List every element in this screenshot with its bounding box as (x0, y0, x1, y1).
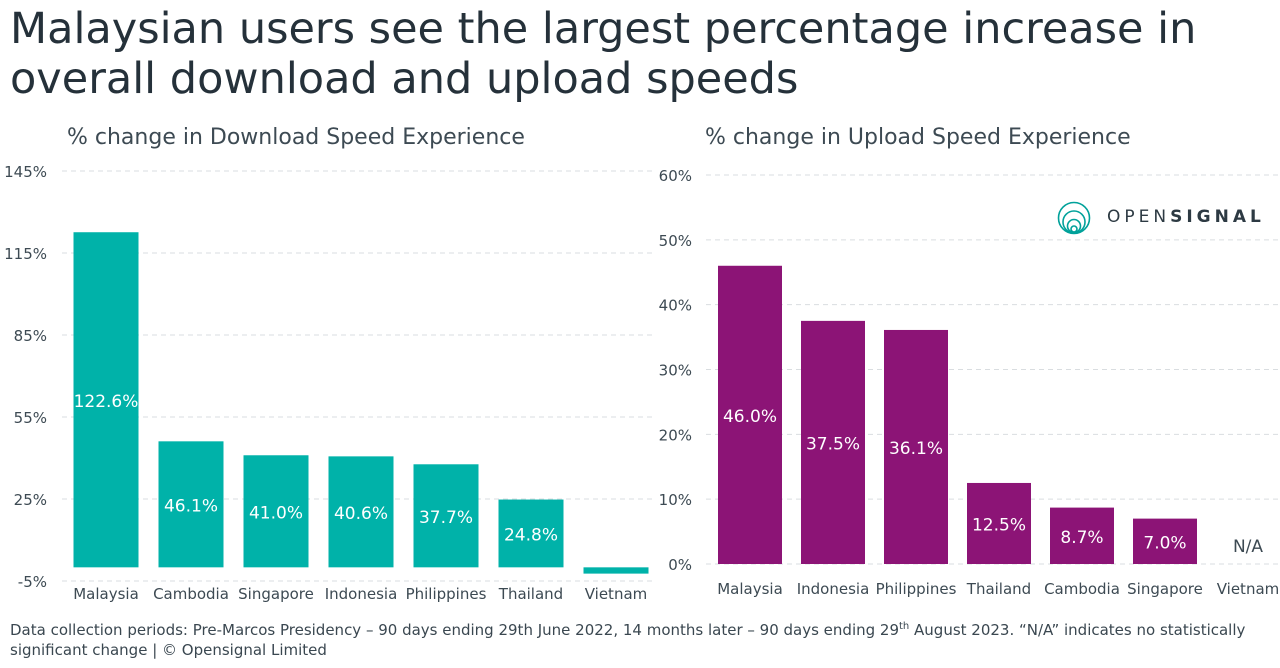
category-label: Cambodia (153, 585, 229, 603)
category-label: Indonesia (797, 580, 870, 598)
bar-singapore (243, 455, 309, 568)
category-label: Singapore (238, 585, 314, 603)
category-label: Thailand (498, 585, 563, 603)
data-label: N/A (1233, 537, 1263, 557)
y-tick-label: 50% (659, 232, 692, 250)
bar-cambodia (158, 441, 224, 568)
category-label: Malaysia (73, 585, 139, 603)
y-tick-label: 10% (659, 491, 692, 509)
y-tick-label: 20% (659, 426, 692, 444)
category-label: Vietnam (585, 585, 648, 603)
category-label: Vietnam (1217, 580, 1280, 598)
category-label: Philippines (876, 580, 957, 598)
data-label: 46.0% (723, 407, 777, 427)
opensignal-logo: OPENSIGNAL (1057, 200, 1272, 240)
data-label: 46.1% (164, 496, 218, 516)
data-label: 7.0% (1143, 533, 1186, 553)
upload-chart-title: % change in Upload Speed Experience (705, 125, 1131, 150)
y-tick-label: 60% (659, 167, 692, 185)
upload-speed-chart: 60% 50% 40% 30% 20% 10% 0% 46.0% Malaysia 37.5% In… (659, 167, 1280, 598)
download-chart-title: % change in Download Speed Experience (67, 125, 525, 150)
data-label: 40.6% (334, 504, 388, 524)
y-tick-label: 30% (659, 362, 692, 380)
category-label: Thailand (966, 580, 1031, 598)
opensignal-rings-icon (1057, 201, 1091, 235)
category-label: Cambodia (1044, 580, 1120, 598)
bar-indonesia (328, 456, 394, 568)
bar-indonesia (801, 320, 865, 564)
data-label: 41.0% (249, 503, 303, 523)
bar-singapore (1133, 518, 1197, 564)
data-label: 24.8% (504, 525, 558, 545)
y-tick-label: 85% (14, 327, 47, 345)
page-title: Malaysian users see the largest percenta… (10, 4, 1197, 104)
data-label: 37.5% (806, 434, 860, 454)
data-label: 8.7% (1060, 528, 1103, 548)
y-tick-label: 145% (4, 163, 47, 181)
footnote: Data collection periods: Pre-Marcos Pres… (10, 621, 1246, 659)
bar-philippines (413, 464, 479, 568)
bar-thailand (967, 482, 1031, 564)
category-label: Indonesia (325, 585, 398, 603)
data-label: 12.5% (972, 515, 1026, 535)
bar-malaysia (718, 265, 782, 564)
bar-malaysia (73, 232, 139, 568)
bar-cambodia (1050, 507, 1114, 564)
bar-thailand (498, 499, 564, 568)
category-label: Malaysia (717, 580, 783, 598)
data-label: 36.1% (889, 439, 943, 459)
bar-philippines (884, 329, 948, 564)
y-tick-label: 0% (668, 556, 692, 574)
y-tick-label: 55% (14, 409, 47, 427)
download-speed-chart: 145% 115% 85% 55% 25% -5% 122.6% Malaysia 46.1% C… (4, 163, 655, 603)
category-label: Singapore (1127, 580, 1203, 598)
y-tick-label: 25% (14, 491, 47, 509)
opensignal-wordmark: OPENSIGNAL (1107, 207, 1265, 227)
data-label: 37.7% (419, 508, 473, 528)
y-tick-label: 40% (659, 297, 692, 315)
bar-vietnam (583, 567, 649, 574)
category-label: Philippines (406, 585, 487, 603)
y-tick-label: -5% (18, 573, 47, 591)
y-tick-label: 115% (4, 245, 47, 263)
data-label: 122.6% (74, 392, 139, 412)
